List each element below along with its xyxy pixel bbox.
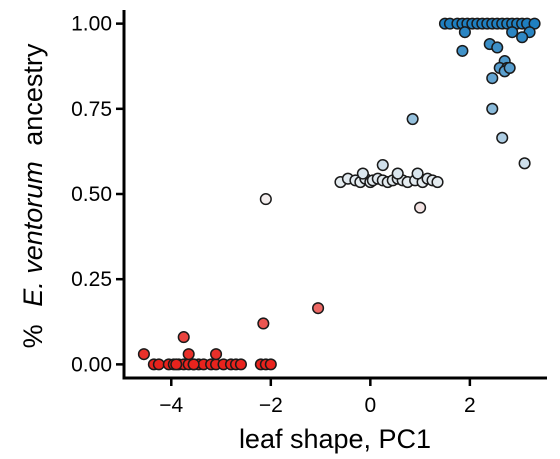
data-point [456, 44, 469, 57]
y-axis-title-italic: E. ventorum [18, 161, 48, 307]
x-tick-label: 2 [464, 394, 476, 417]
data-point [391, 167, 404, 180]
data-point [411, 167, 424, 180]
y-tick-label: 0.25 [71, 268, 112, 291]
data-point [518, 157, 531, 170]
data-point [264, 358, 277, 371]
data-point [458, 26, 471, 39]
x-axis-title: leaf shape, PC1 [239, 424, 431, 454]
data-point [486, 72, 499, 85]
y-tick-label: 0.00 [71, 353, 112, 376]
data-point [506, 26, 519, 39]
data-point [496, 131, 509, 144]
data-point [210, 348, 223, 361]
data-point [234, 358, 247, 371]
x-tick-label: −4 [159, 394, 183, 417]
data-point [312, 302, 325, 315]
data-point [406, 112, 419, 126]
x-tick-label: 0 [364, 394, 376, 417]
data-point [356, 167, 369, 180]
data-points [137, 17, 541, 371]
data-point [177, 331, 190, 344]
data-point [182, 348, 195, 361]
data-point [414, 201, 427, 214]
y-tick-label: 1.00 [71, 13, 112, 36]
data-point [259, 193, 272, 206]
data-point [431, 176, 444, 189]
data-point [137, 348, 150, 361]
y-axis-title-prefix: % [18, 324, 48, 348]
y-tick-label: 0.75 [71, 98, 112, 121]
data-point [152, 358, 165, 371]
data-point [170, 358, 183, 371]
y-axis-ticks: 0.00 0.25 0.50 0.75 1.00 [71, 13, 124, 376]
data-point [486, 102, 499, 115]
data-point [503, 61, 516, 74]
data-point [491, 41, 504, 54]
data-point [187, 358, 200, 371]
data-point [516, 31, 529, 44]
y-axis-title-suffix: ancestry [18, 43, 48, 146]
y-tick-label: 0.50 [71, 183, 112, 206]
axes [122, 10, 547, 380]
data-point [257, 317, 270, 330]
data-point [376, 158, 389, 172]
y-axis-title: % E. ventorum ancestry [18, 43, 48, 348]
x-axis-ticks: −4 −2 0 2 [159, 378, 476, 417]
x-tick-label: −2 [259, 394, 283, 417]
